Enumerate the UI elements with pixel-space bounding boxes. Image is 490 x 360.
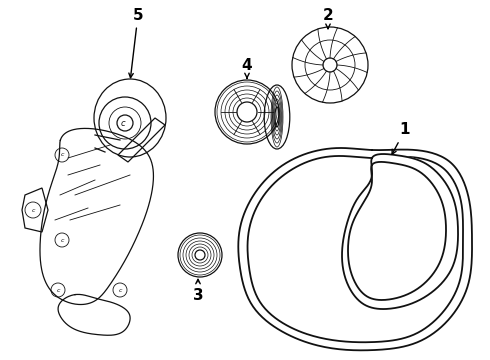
Polygon shape [342,154,458,309]
Text: 2: 2 [322,8,333,29]
Text: 1: 1 [392,122,410,154]
Circle shape [237,102,257,122]
Text: c: c [60,238,64,243]
Circle shape [117,115,133,131]
Ellipse shape [264,85,290,149]
Text: c: c [60,153,64,158]
Text: 5: 5 [129,8,143,78]
Text: c: c [31,207,35,212]
Text: c: c [56,288,60,292]
Text: c: c [121,120,125,129]
Circle shape [195,250,205,260]
Text: 4: 4 [242,58,252,78]
Text: 3: 3 [193,279,203,302]
Circle shape [323,58,337,72]
Ellipse shape [275,107,279,127]
Text: c: c [118,288,122,292]
